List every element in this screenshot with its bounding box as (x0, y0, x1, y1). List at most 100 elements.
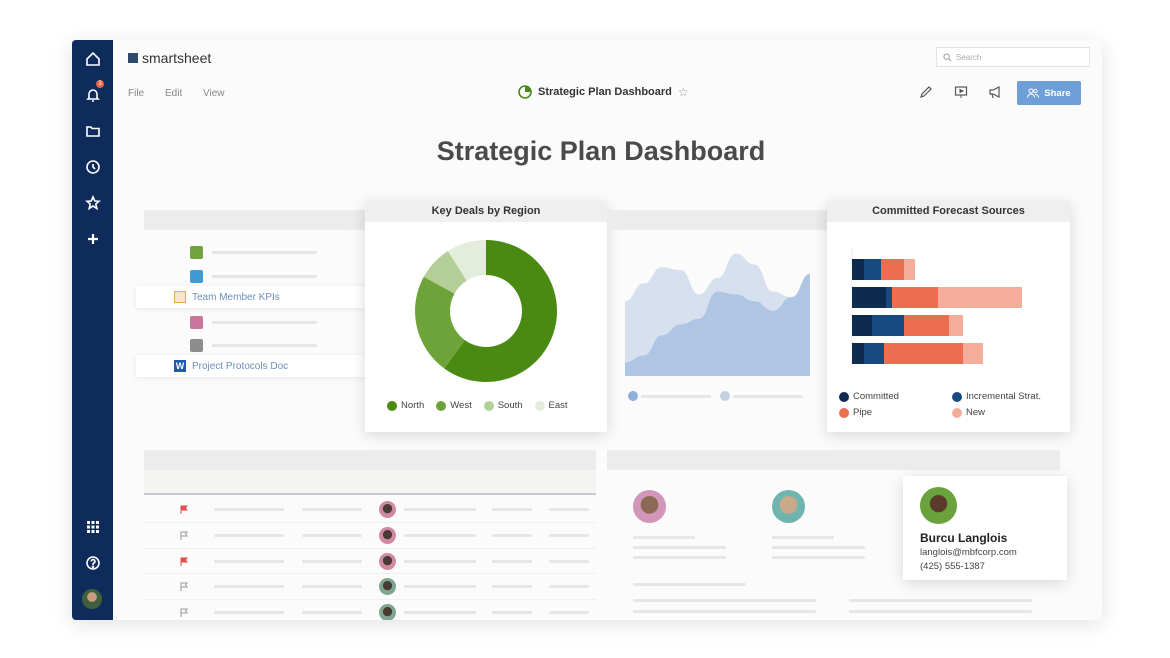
placeholder-line (302, 533, 362, 537)
bell-icon[interactable]: 3 (80, 80, 105, 107)
placeholder-line (549, 585, 589, 589)
placeholder-line (733, 395, 803, 398)
legend-swatch (952, 391, 962, 402)
donut-slice-north[interactable] (444, 240, 557, 382)
grid-body (144, 497, 596, 620)
placeholder-line (633, 546, 726, 549)
flag-icon[interactable] (180, 531, 188, 540)
color-swatch (190, 339, 203, 352)
presentation-icon[interactable] (954, 85, 968, 99)
bar-committed-3[interactable] (852, 315, 872, 336)
placeholder-line (633, 610, 816, 613)
doc-title-bar: Strategic Plan Dashboard ☆ (518, 85, 689, 99)
flag-icon[interactable] (180, 582, 188, 592)
megaphone-icon[interactable] (988, 85, 1002, 99)
user-avatar[interactable] (82, 589, 102, 609)
placeholder-line (641, 395, 711, 398)
contact-avatar (920, 487, 957, 524)
table-row[interactable] (144, 497, 596, 523)
logo-icon (128, 53, 138, 63)
bar-new-2[interactable] (938, 287, 1022, 308)
legend-label: Committed (853, 391, 899, 402)
key-deals-card: Key Deals by Region North West South East (365, 201, 607, 432)
bar-incremental-strat--2[interactable] (886, 287, 892, 308)
logo-text: smartsheet (142, 50, 212, 66)
bar-committed-4[interactable] (852, 343, 864, 364)
page-title: Strategic Plan Dashboard (436, 136, 766, 166)
placeholder-line (633, 583, 746, 586)
forecast-sources-card: Committed Forecast Sources Committed Incr… (827, 201, 1070, 432)
apps-grid-icon[interactable] (80, 514, 105, 539)
assignee-avatar (379, 552, 396, 570)
placeholder-line (214, 559, 284, 563)
flag-icon[interactable] (180, 608, 188, 618)
table-row[interactable] (144, 523, 596, 549)
flag-icon[interactable] (180, 557, 188, 566)
link-team-member-kpis[interactable]: Team Member KPIs (136, 286, 366, 308)
legend-label: Incremental Strat. (966, 391, 1041, 402)
placeholder-line (302, 559, 362, 563)
legend-item-incremental-strat-: Incremental Strat. (952, 391, 1064, 402)
menu-view[interactable]: View (203, 88, 225, 99)
link-project-protocols-doc[interactable]: W Project Protocols Doc (136, 355, 366, 377)
plus-icon[interactable] (80, 226, 105, 251)
bar-incremental-strat--4[interactable] (864, 343, 884, 364)
legend-dot (628, 391, 638, 401)
legend-swatch (436, 400, 447, 411)
contact-card: Burcu Langlois langlois@mbfcorp.com (425… (903, 476, 1067, 580)
search-input[interactable]: Search (936, 47, 1090, 67)
chart-legend: Committed Incremental Strat. Pipe New (839, 391, 1064, 418)
assignee-avatar (379, 526, 396, 544)
legend-item-south: South (483, 400, 523, 411)
logo[interactable]: smartsheet (128, 50, 211, 66)
favorite-star-icon[interactable]: ☆ (677, 85, 689, 99)
home-icon[interactable] (80, 46, 105, 71)
placeholder-line (212, 275, 317, 278)
bar-new-4[interactable] (963, 343, 983, 364)
share-button[interactable]: Share (1017, 81, 1081, 105)
placeholder-line (492, 508, 532, 511)
search-placeholder: Search (956, 52, 982, 62)
donut-chart (415, 240, 557, 382)
table-row[interactable] (144, 574, 596, 601)
legend-item-committed: Committed (839, 391, 952, 402)
placeholder-line (404, 559, 476, 563)
bar-committed-2[interactable] (852, 287, 886, 308)
star-icon[interactable] (80, 190, 105, 215)
flag-icon[interactable] (180, 505, 188, 514)
bar-new-1[interactable] (904, 259, 915, 280)
word-doc-icon: W (174, 360, 186, 372)
donut-slice-west[interactable] (415, 276, 465, 369)
placeholder-line (302, 585, 362, 589)
donut-slice-east[interactable] (447, 240, 486, 281)
edit-pencil-icon[interactable] (919, 85, 933, 99)
bar-pipe-2[interactable] (892, 287, 938, 308)
contact-email[interactable]: langlois@mbfcorp.com (920, 547, 1017, 558)
color-swatch (190, 270, 203, 283)
help-icon[interactable] (80, 550, 105, 575)
bar-incremental-strat--3[interactable] (872, 315, 904, 336)
contact-avatar (772, 490, 805, 523)
menu-edit[interactable]: Edit (165, 88, 183, 99)
folder-icon[interactable] (80, 118, 105, 143)
clock-icon[interactable] (80, 154, 105, 179)
grid-column-headers (144, 470, 596, 495)
bar-pipe-1[interactable] (881, 259, 904, 280)
placeholder-line (212, 321, 317, 324)
legend-item-north: North (387, 400, 424, 411)
area-chart (625, 253, 810, 376)
menu-file[interactable]: File (128, 88, 145, 99)
notification-badge: 3 (96, 80, 104, 88)
bar-pipe-4[interactable] (884, 343, 963, 364)
placeholder-line (214, 508, 284, 511)
bar-new-3[interactable] (949, 315, 963, 336)
bar-committed-1[interactable] (852, 259, 864, 280)
bar-incremental-strat--1[interactable] (864, 259, 881, 280)
bar-pipe-3[interactable] (904, 315, 949, 336)
donut-slice-south[interactable] (423, 251, 467, 294)
chart-title: Key Deals by Region (365, 201, 607, 222)
app-window: 3 smartsheet File Edit View Strategic Pl… (72, 40, 1102, 620)
table-row[interactable] (144, 549, 596, 575)
table-row[interactable] (144, 600, 596, 620)
legend-label: New (966, 407, 986, 418)
